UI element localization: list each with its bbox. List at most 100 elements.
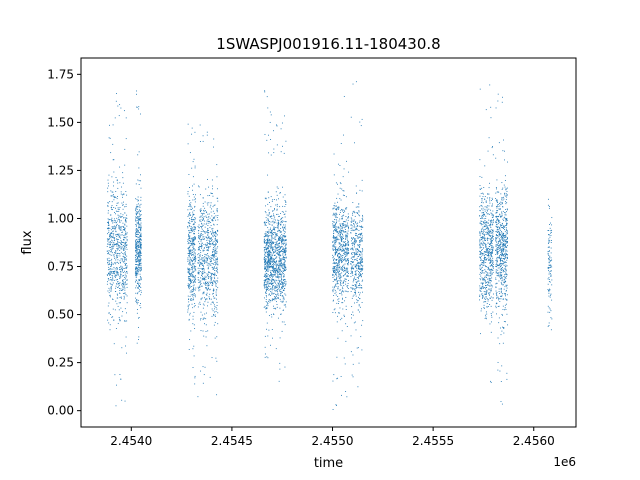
data-point xyxy=(342,288,344,289)
data-point xyxy=(358,250,360,252)
data-point xyxy=(195,256,196,258)
data-point xyxy=(269,276,271,278)
data-point xyxy=(108,292,110,294)
data-point xyxy=(136,256,138,258)
data-point xyxy=(484,258,486,260)
data-point xyxy=(282,256,284,258)
data-point xyxy=(491,269,493,271)
data-point xyxy=(273,286,275,288)
data-point xyxy=(207,219,209,221)
data-point xyxy=(335,274,337,276)
data-point xyxy=(136,243,138,245)
data-point xyxy=(285,210,287,212)
data-point xyxy=(340,282,341,284)
data-point xyxy=(362,218,364,220)
data-point xyxy=(190,280,192,282)
data-point xyxy=(354,276,356,278)
data-point xyxy=(140,236,141,238)
data-point xyxy=(346,247,348,249)
data-point xyxy=(188,239,190,241)
data-point xyxy=(113,221,115,223)
data-point xyxy=(270,261,272,262)
data-point xyxy=(337,239,339,241)
data-point xyxy=(117,255,119,257)
data-point xyxy=(337,288,339,290)
data-point xyxy=(357,235,359,237)
data-point xyxy=(353,246,355,248)
data-point xyxy=(197,249,199,251)
data-point xyxy=(215,280,217,282)
data-point xyxy=(202,140,204,142)
data-point xyxy=(337,271,339,273)
data-point xyxy=(345,244,346,246)
data-point xyxy=(491,205,493,207)
data-point xyxy=(493,266,494,268)
data-point xyxy=(189,298,191,300)
data-point xyxy=(350,335,352,337)
data-point xyxy=(198,303,200,305)
data-point xyxy=(282,270,284,272)
data-point xyxy=(283,268,284,270)
data-point xyxy=(357,300,359,302)
data-point xyxy=(114,273,115,275)
data-point xyxy=(360,260,362,262)
data-point xyxy=(271,289,273,291)
data-point xyxy=(264,273,266,275)
data-point xyxy=(487,299,489,300)
data-point xyxy=(340,376,342,377)
data-point xyxy=(279,337,281,339)
data-point xyxy=(188,299,189,300)
data-point xyxy=(332,262,334,264)
data-point xyxy=(268,252,270,254)
data-point xyxy=(188,235,190,237)
data-point xyxy=(108,260,110,262)
data-point xyxy=(215,259,217,261)
data-point xyxy=(484,243,486,245)
data-point xyxy=(115,254,117,256)
data-point xyxy=(335,273,337,275)
data-point xyxy=(342,269,344,271)
data-point xyxy=(490,254,492,256)
data-point xyxy=(335,269,337,270)
data-point xyxy=(332,245,334,247)
data-point xyxy=(111,258,113,260)
data-point xyxy=(187,247,189,249)
data-point xyxy=(114,196,116,198)
data-point xyxy=(360,270,362,272)
data-point xyxy=(109,263,110,265)
data-point xyxy=(265,235,266,237)
data-point xyxy=(126,320,128,322)
data-point xyxy=(267,218,269,220)
data-point xyxy=(353,268,355,270)
data-point xyxy=(271,200,273,202)
data-point xyxy=(268,289,270,291)
data-point xyxy=(121,194,123,196)
data-point xyxy=(114,117,116,119)
data-point xyxy=(281,265,283,267)
data-point xyxy=(139,234,141,236)
data-point xyxy=(118,217,120,219)
data-point xyxy=(138,218,140,220)
data-point xyxy=(137,281,139,283)
data-point xyxy=(207,330,209,332)
data-point xyxy=(136,217,138,218)
data-point xyxy=(189,237,191,239)
data-point xyxy=(274,216,276,218)
data-point xyxy=(273,271,274,272)
data-point xyxy=(263,281,265,283)
data-point xyxy=(277,275,279,277)
data-point xyxy=(359,220,361,222)
data-point xyxy=(358,271,360,273)
data-point xyxy=(346,238,348,240)
data-point xyxy=(358,255,359,257)
data-point xyxy=(285,254,287,256)
data-point xyxy=(268,255,270,257)
data-point xyxy=(353,244,355,246)
data-point xyxy=(355,270,357,272)
data-point xyxy=(283,251,285,253)
data-point xyxy=(337,250,339,252)
data-point xyxy=(193,311,195,313)
data-point xyxy=(486,248,488,250)
data-point xyxy=(190,218,192,220)
data-point xyxy=(124,228,126,230)
